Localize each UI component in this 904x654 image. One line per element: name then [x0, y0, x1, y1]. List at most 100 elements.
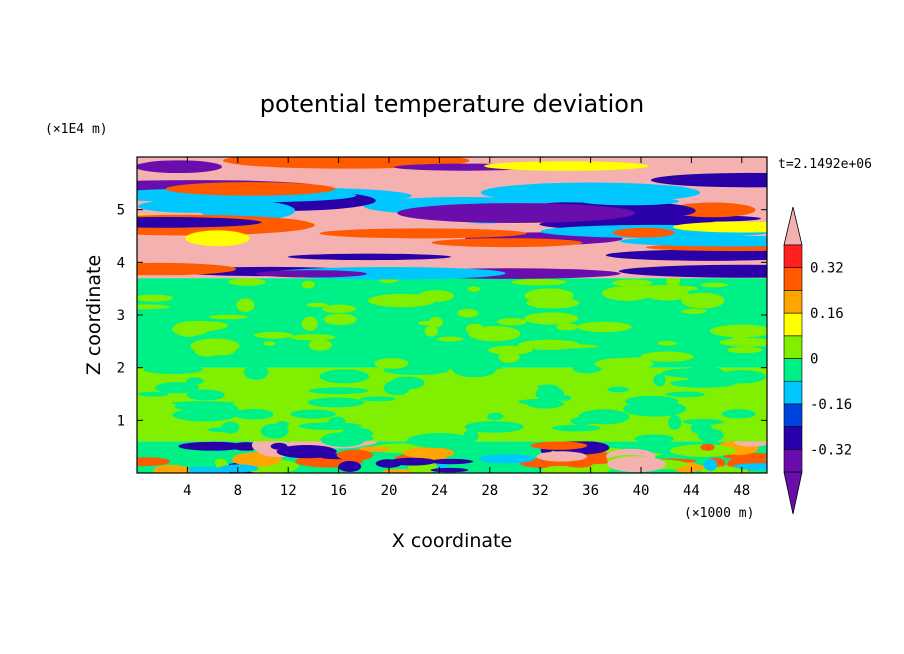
colorbar-extend-high — [783, 206, 803, 246]
field-patch — [338, 461, 362, 472]
field-patch — [153, 464, 190, 473]
field-patch — [137, 304, 170, 310]
field-patch — [612, 279, 653, 287]
y-tick-label: 1 — [117, 413, 125, 429]
field-patch — [319, 228, 527, 239]
field-patch — [651, 215, 762, 222]
field-patch — [137, 391, 169, 397]
field-patch — [672, 221, 767, 233]
field-patch — [518, 339, 580, 350]
field-patch — [360, 396, 396, 402]
field-patch — [137, 294, 173, 302]
field-patch — [486, 412, 504, 421]
field-patch — [263, 341, 276, 346]
field-patch — [273, 157, 449, 166]
field-patch — [254, 331, 294, 339]
x-tick-label: 44 — [683, 483, 700, 499]
field-patch — [251, 437, 277, 453]
field-patch — [681, 308, 707, 314]
field-patch — [185, 377, 204, 385]
field-patch — [716, 370, 766, 384]
x-tick-label: 20 — [381, 483, 398, 499]
y-tick-label: 2 — [117, 361, 125, 377]
field-patch — [640, 351, 694, 362]
field-patch — [374, 358, 409, 369]
x-axis: 4 8 12 16 20 24 28 32 36 40 44 48 — [183, 157, 750, 499]
field-patch — [625, 395, 679, 407]
field-patch — [484, 161, 649, 171]
field-patch — [137, 262, 237, 276]
colorbar-segment — [783, 380, 803, 405]
x-tick-label: 4 — [183, 483, 191, 499]
field-patch — [323, 313, 357, 326]
y-axis-label: Z coordinate — [83, 255, 105, 375]
field-patch — [703, 459, 718, 471]
colorbar-segment — [783, 312, 803, 337]
field-patch — [670, 444, 736, 458]
colorbar: -0.32 -0.16 0 0.16 0.32 — [783, 206, 852, 515]
field-patch — [511, 278, 567, 286]
field-patch — [186, 389, 225, 401]
colorbar-tick-label: -0.32 — [810, 442, 852, 458]
field-patch — [185, 230, 250, 247]
x-tick-label: 28 — [481, 483, 498, 499]
colorbar-segment — [783, 448, 803, 473]
field-patch — [634, 434, 674, 443]
field-patch — [308, 339, 333, 351]
x-tick-label: 12 — [280, 483, 297, 499]
field-patch — [178, 441, 247, 451]
field-patch — [276, 444, 337, 459]
chart-title: potential temperature deviation — [260, 90, 644, 118]
field-patch — [535, 386, 564, 402]
field-patch — [172, 408, 237, 422]
field-patch — [383, 380, 411, 396]
field-patch — [645, 287, 690, 301]
colorbar-segment — [783, 403, 803, 427]
field-patch — [613, 227, 675, 238]
field-patch — [233, 408, 274, 420]
field-patch — [700, 443, 715, 451]
field-patch — [530, 441, 588, 450]
field-patch — [307, 397, 365, 408]
field-patch — [668, 415, 682, 430]
field-patch — [209, 314, 248, 320]
field-patch — [457, 308, 479, 318]
field-patch — [697, 428, 724, 442]
field-patch — [290, 334, 336, 341]
field-patch — [301, 316, 318, 332]
colorbar-segment — [783, 290, 803, 314]
field-patch — [430, 467, 469, 473]
field-patch — [669, 379, 736, 388]
field-patch — [341, 427, 373, 441]
field-patch — [437, 336, 464, 342]
field-patch — [468, 326, 521, 342]
field-patch — [228, 278, 266, 286]
field-patch — [301, 280, 315, 289]
colorbar-tick-label: 0 — [810, 352, 818, 368]
field-patch — [618, 264, 767, 278]
field-patch — [556, 323, 578, 331]
field-patch — [406, 433, 474, 449]
colorbar-segment — [783, 244, 803, 269]
field-patch — [467, 286, 481, 292]
colorbar-segment — [783, 267, 803, 291]
y-axis: 1 2 3 4 5 — [117, 203, 767, 429]
field-patch — [665, 391, 705, 398]
field-patch — [218, 464, 259, 473]
y-tick-label: 4 — [117, 255, 125, 271]
y-scale-label: (×1E4 m) — [45, 122, 108, 137]
field-patch — [564, 460, 593, 468]
field-patch — [221, 421, 240, 434]
field-patch — [594, 357, 654, 370]
x-tick-label: 16 — [330, 483, 347, 499]
field-patch — [403, 447, 455, 459]
y-tick-label: 5 — [117, 203, 125, 219]
field-patch — [298, 422, 362, 431]
field-patch — [524, 288, 574, 303]
colorbar-tick-label: 0.32 — [810, 261, 844, 277]
field-patch — [657, 340, 677, 346]
colorbar-segment — [783, 358, 803, 382]
field-patch — [681, 292, 725, 309]
field-patch — [388, 457, 436, 466]
